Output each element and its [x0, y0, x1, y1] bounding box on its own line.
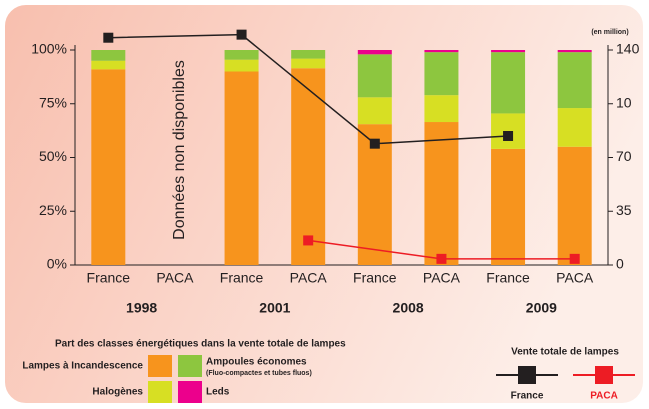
- year-label: 2001: [259, 300, 290, 316]
- bar-segment: [557, 146, 592, 265]
- bar-segment: [424, 95, 459, 123]
- y-tick-label: 100%: [31, 41, 67, 57]
- line-marker: [503, 131, 514, 141]
- legend-swatch: [148, 381, 172, 403]
- legend-label: PACA: [590, 391, 618, 402]
- bar-segment: [424, 122, 459, 266]
- line-marker: [369, 138, 380, 149]
- legend-title: Part des classes énergétiques dans la ve…: [55, 339, 346, 350]
- legend-label: Halogènes: [92, 387, 143, 398]
- bar-segment: [91, 60, 126, 70]
- bar-segment: [557, 52, 592, 109]
- bar-segment: [224, 71, 259, 265]
- y2-unit: (en million): [591, 29, 628, 36]
- bar-segment: [357, 50, 392, 55]
- bar-segment: [357, 54, 392, 98]
- bar-segment: [291, 50, 326, 59]
- annotation: Données non disponibles: [171, 60, 188, 240]
- y2-tick-label: 35: [616, 202, 632, 218]
- y2-tick-label: 140: [616, 41, 640, 57]
- bar-segment: [224, 50, 259, 60]
- x-tick-label: PACA: [290, 270, 328, 286]
- x-tick-label: PACA: [423, 270, 461, 286]
- x-tick-label: France: [220, 270, 264, 286]
- line: [108, 33, 509, 145]
- y2-tick-label: 10: [616, 94, 632, 110]
- y2-tick-label: 70: [616, 148, 632, 164]
- legend-label: Leds: [206, 387, 230, 398]
- line-marker: [436, 253, 447, 264]
- bar-segment: [357, 97, 392, 125]
- bar-segment: [291, 68, 326, 266]
- legend-note: (Fluo-compactes et tubes fluos): [206, 370, 312, 377]
- x-tick-label: PACA: [556, 270, 594, 286]
- y-tick-label: 25%: [39, 202, 67, 218]
- x-tick-label: PACA: [156, 270, 194, 286]
- legend-swatch: [178, 355, 202, 377]
- x-tick-label: France: [353, 270, 397, 286]
- legend-label: Lampes à Incandescence: [22, 361, 143, 372]
- bar-segment: [91, 50, 126, 61]
- x-tick-label: France: [486, 270, 530, 286]
- legend-marker: [595, 366, 613, 384]
- bar-segment: [91, 69, 126, 265]
- legend-marker: [518, 366, 536, 384]
- bar-segment: [491, 50, 526, 53]
- bar-segment: [291, 58, 326, 69]
- bar-segment: [424, 52, 459, 96]
- line-marker: [103, 32, 114, 43]
- bar-segment: [224, 59, 259, 72]
- year-label: 2008: [393, 300, 424, 316]
- bar-segment: [557, 50, 592, 53]
- bar-segment: [557, 108, 592, 147]
- x-tick-label: France: [87, 270, 131, 286]
- y2-tick-label: 0: [616, 256, 624, 272]
- legend-swatch: [148, 355, 172, 377]
- year-label: 2009: [526, 300, 557, 316]
- bar-segment: [424, 50, 459, 53]
- legend-swatch: [178, 381, 202, 403]
- y-tick-label: 50%: [39, 148, 67, 164]
- bar-segment: [491, 52, 526, 114]
- line-marker: [303, 235, 314, 246]
- y-tick-label: 0%: [47, 256, 67, 272]
- y-tick-label: 75%: [39, 94, 67, 110]
- line-marker: [236, 29, 247, 40]
- line-legend-title: Vente totale de lampes: [511, 347, 619, 358]
- year-label: 1998: [126, 300, 157, 316]
- line-marker: [569, 253, 580, 264]
- legend-label: Ampoules économes: [206, 357, 307, 368]
- bar-segment: [491, 148, 526, 265]
- legend-label: France: [511, 391, 544, 402]
